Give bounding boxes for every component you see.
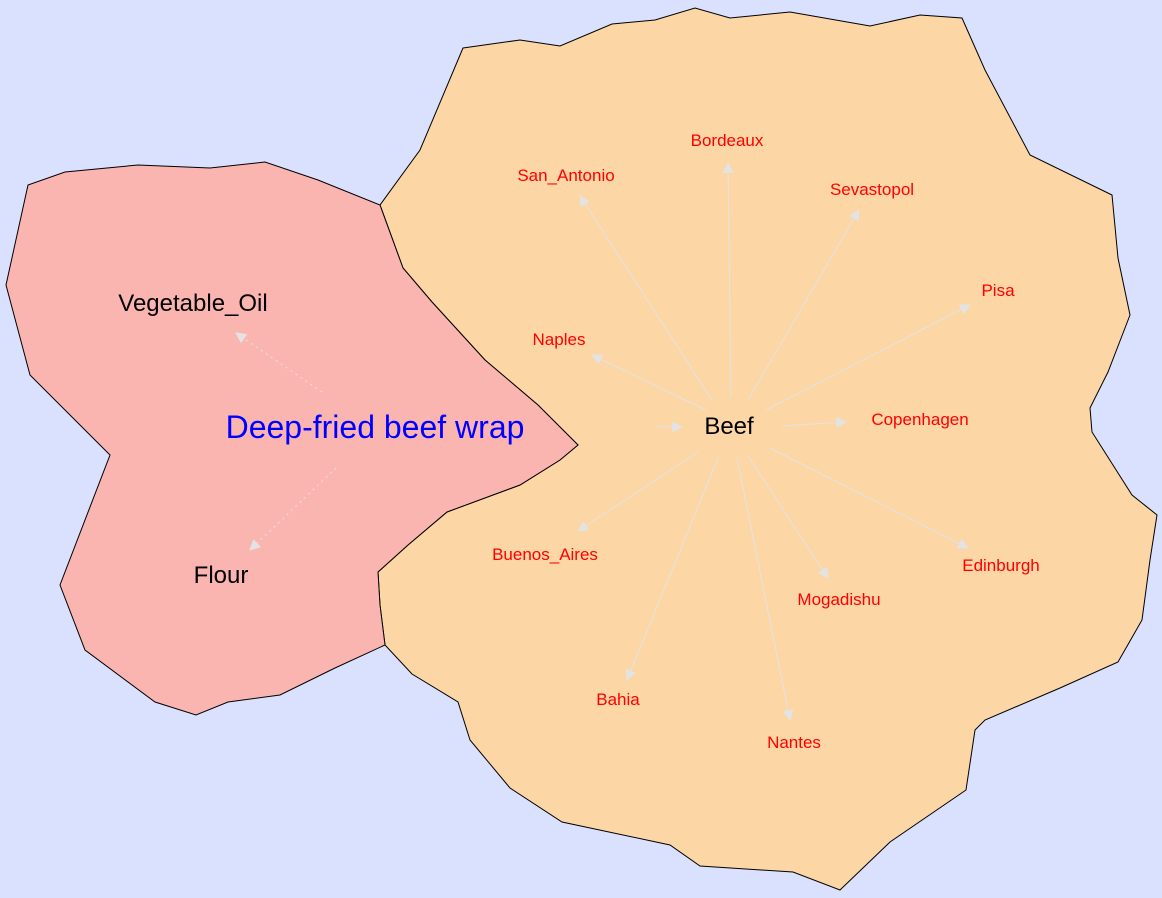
city-node-bahia[interactable]: Bahia	[596, 690, 640, 709]
edge-beef-to-copenhagen	[781, 417, 848, 429]
edge-beef-to-mogadishu	[747, 455, 829, 579]
ingredient-node-flour[interactable]: Flour	[194, 562, 249, 589]
city-node-copenhagen[interactable]: Copenhagen	[871, 410, 968, 429]
edge-beef-to-bordeaux	[722, 161, 734, 398]
edge-dish-to-flour	[249, 467, 337, 551]
city-node-san-antonio[interactable]: San_Antonio	[517, 166, 614, 185]
labels-layer: Deep-fried beef wrap Vegetable_Oil Flour…	[118, 131, 1039, 752]
city-node-pisa[interactable]: Pisa	[981, 281, 1015, 300]
dish-node-label[interactable]: Deep-fried beef wrap	[226, 409, 525, 445]
city-node-naples[interactable]: Naples	[533, 330, 586, 349]
edges-layer	[235, 161, 971, 722]
city-node-buenos-aires[interactable]: Buenos_Aires	[492, 545, 598, 564]
city-node-sevastopol[interactable]: Sevastopol	[830, 180, 914, 199]
dish-region	[5, 161, 579, 716]
city-node-edinburgh[interactable]: Edinburgh	[962, 556, 1040, 575]
city-node-bordeaux[interactable]: Bordeaux	[691, 131, 764, 150]
edge-beef-to-sevastopol	[747, 209, 860, 401]
edge-beef-to-nantes	[736, 457, 794, 722]
edge-beef-to-edinburgh	[769, 447, 969, 549]
edge-beef-to-san-antonio	[579, 195, 713, 401]
ingredient-node-vegetable-oil[interactable]: Vegetable_Oil	[118, 290, 267, 317]
edge-beef-to-buenos-aires	[577, 451, 699, 532]
edge-beef-to-pisa	[765, 304, 971, 411]
ingredient-node-beef[interactable]: Beef	[704, 413, 754, 440]
edge-beef-to-naples	[591, 354, 707, 411]
edge-beef-to-bahia	[625, 457, 719, 682]
city-node-nantes[interactable]: Nantes	[767, 733, 821, 752]
city-node-mogadishu[interactable]: Mogadishu	[797, 590, 880, 609]
